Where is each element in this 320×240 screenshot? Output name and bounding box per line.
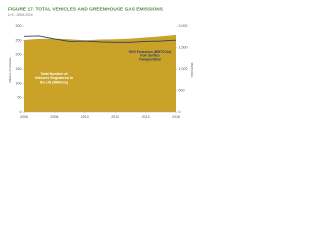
series-label: GHG Emissions (MMTCO2e) from Surface Trans… [129,50,172,61]
y-tick-label: 300 [16,24,22,28]
y2-tick-label: 1,500 [179,45,188,49]
y-tick-label: 200 [16,53,22,57]
chart-subtitle: U.S., 2006-2016 [8,13,33,17]
chart: FIGURE 17. TOTAL VEHICLES AND GREENHOUSE… [8,6,194,119]
y2-tick-label: 500 [179,88,185,92]
y-tick-label: 250 [16,38,22,42]
y2-tick-label: 1,000 [179,67,188,71]
series-label: Total Number of Vehicles Registered in the… [35,72,73,84]
chart-title: FIGURE 17. TOTAL VEHICLES AND GREENHOUSE… [8,6,164,12]
y-tick-label: 50 [18,96,22,100]
x-tick-label: 2008 [50,115,58,119]
y-tick-label: 100 [16,81,22,85]
y2-axis-label: MMTCO2e [190,63,194,78]
x-tick-label: 2010 [81,115,89,119]
x-tick-label: 2016 [172,115,180,119]
y-tick-label: 0 [20,110,22,114]
area [24,34,176,112]
y-axis-label: Millions of Vehicles [8,57,12,83]
x-tick-label: 2014 [142,115,150,119]
x-tick-label: 2006 [20,115,28,119]
y2-tick-label: 2,000 [179,24,188,28]
y-tick-label: 150 [16,67,22,71]
y2-tick-label: 0 [179,110,181,114]
line [23,35,177,43]
x-tick-label: 2012 [111,115,119,119]
